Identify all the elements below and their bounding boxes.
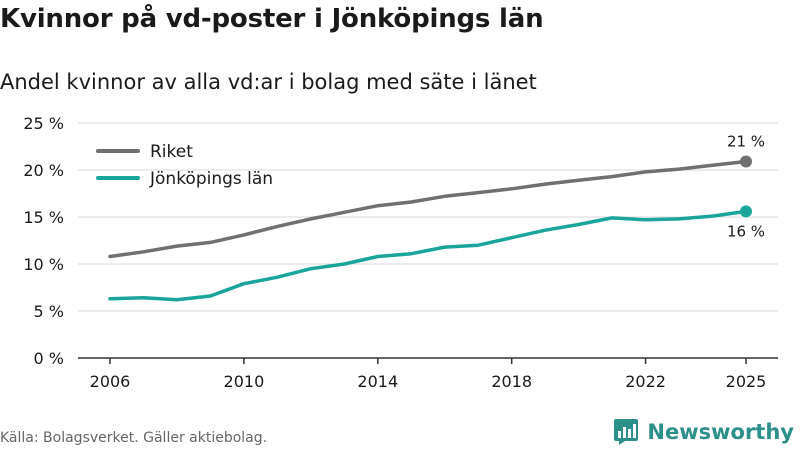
series-line: [108, 209, 748, 302]
line-chart: 0 % 5 % 10 % 15 % 20 % 25 % 2006 2010 2014 2018 20…: [23, 114, 778, 391]
x-tick-label: 2018: [491, 372, 532, 391]
x-tick-label: 2010: [224, 372, 265, 391]
x-tick-label: 2025: [726, 372, 767, 391]
series-end-marker: [740, 155, 752, 168]
y-tick-label: 5 %: [34, 302, 64, 321]
brand-name: Newsworthy: [647, 420, 794, 444]
x-tick-label: 2014: [357, 372, 398, 391]
series-end-marker: [740, 205, 752, 218]
y-tick-label: 15 %: [23, 208, 64, 227]
newsworthy-logo-icon: [614, 419, 639, 445]
x-tick-label: 2006: [90, 372, 131, 391]
y-tick-label: 20 %: [23, 161, 64, 180]
series-end-label: 16 %: [727, 222, 765, 240]
series-end-label: 21 %: [727, 133, 765, 151]
y-tick-label: 0 %: [34, 349, 64, 368]
x-tick-label: 2022: [625, 372, 666, 391]
chart-subtitle: Andel kvinnor av alla vd:ar i bolag med …: [0, 70, 537, 94]
legend-label: Riket: [150, 142, 193, 162]
chart-title: Kvinnor på vd-poster i Jönköpings län: [0, 4, 544, 34]
y-tick-label: 25 %: [23, 114, 64, 133]
source-note: Källa: Bolagsverket. Gäller aktiebolag.: [0, 430, 268, 446]
series-line: [108, 159, 748, 259]
y-tick-label: 10 %: [23, 255, 64, 274]
brand-logo[interactable]: Newsworthy: [613, 418, 794, 446]
legend-label: Jönköpings län: [149, 169, 273, 189]
